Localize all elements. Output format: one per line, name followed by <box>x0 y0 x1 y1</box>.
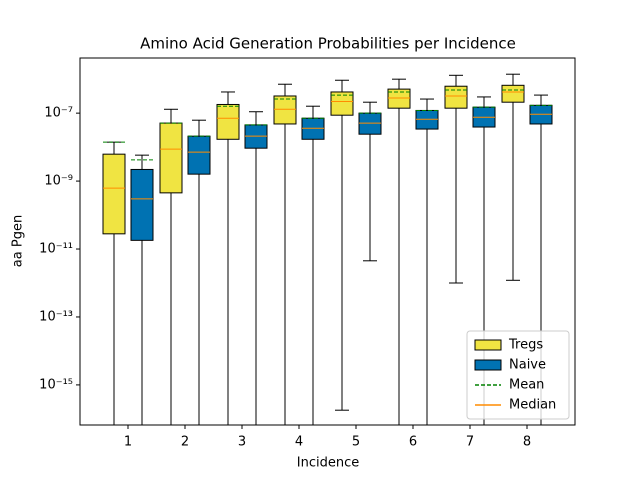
axes-frame <box>79 57 576 426</box>
box <box>273 95 297 125</box>
x-tick-label: 6 <box>409 435 417 450</box>
box <box>358 112 382 135</box>
legend-label: Median <box>509 398 556 413</box>
legend-swatch <box>474 359 502 371</box>
box <box>501 84 525 103</box>
x-tick-label: 1 <box>124 435 132 450</box>
y-axis-label: aa Pgen <box>11 215 26 267</box>
box <box>330 91 354 116</box>
x-axis-label: Incidence <box>297 456 359 471</box>
legend-frame <box>466 330 570 420</box>
box <box>444 85 468 109</box>
x-tick-label: 3 <box>238 435 246 450</box>
x-tick-label: 5 <box>352 435 360 450</box>
box <box>301 117 325 140</box>
box <box>130 168 154 241</box>
box <box>102 153 126 235</box>
box <box>187 135 211 175</box>
box <box>159 122 183 194</box>
box <box>387 88 411 109</box>
y-tick-label: 10⁻⁷ <box>44 106 73 121</box>
legend-label: Mean <box>509 378 544 393</box>
y-tick-label: 10⁻¹¹ <box>39 242 73 257</box>
chart-title: Amino Acid Generation Probabilities per … <box>140 35 516 53</box>
y-tick-label: 10⁻¹⁵ <box>39 377 73 392</box>
legend-label: Naive <box>509 358 546 373</box>
box <box>216 103 240 140</box>
y-tick-label: 10⁻⁹ <box>44 174 73 189</box>
y-tick-label: 10⁻¹³ <box>39 309 73 324</box>
x-tick-label: 4 <box>295 435 303 450</box>
legend-swatch <box>474 339 502 351</box>
x-tick-label: 8 <box>523 435 531 450</box>
x-tick-label: 7 <box>466 435 474 450</box>
x-tick-label: 2 <box>181 435 189 450</box>
plot-area <box>102 73 553 425</box>
legend-label: Tregs <box>508 338 543 353</box>
